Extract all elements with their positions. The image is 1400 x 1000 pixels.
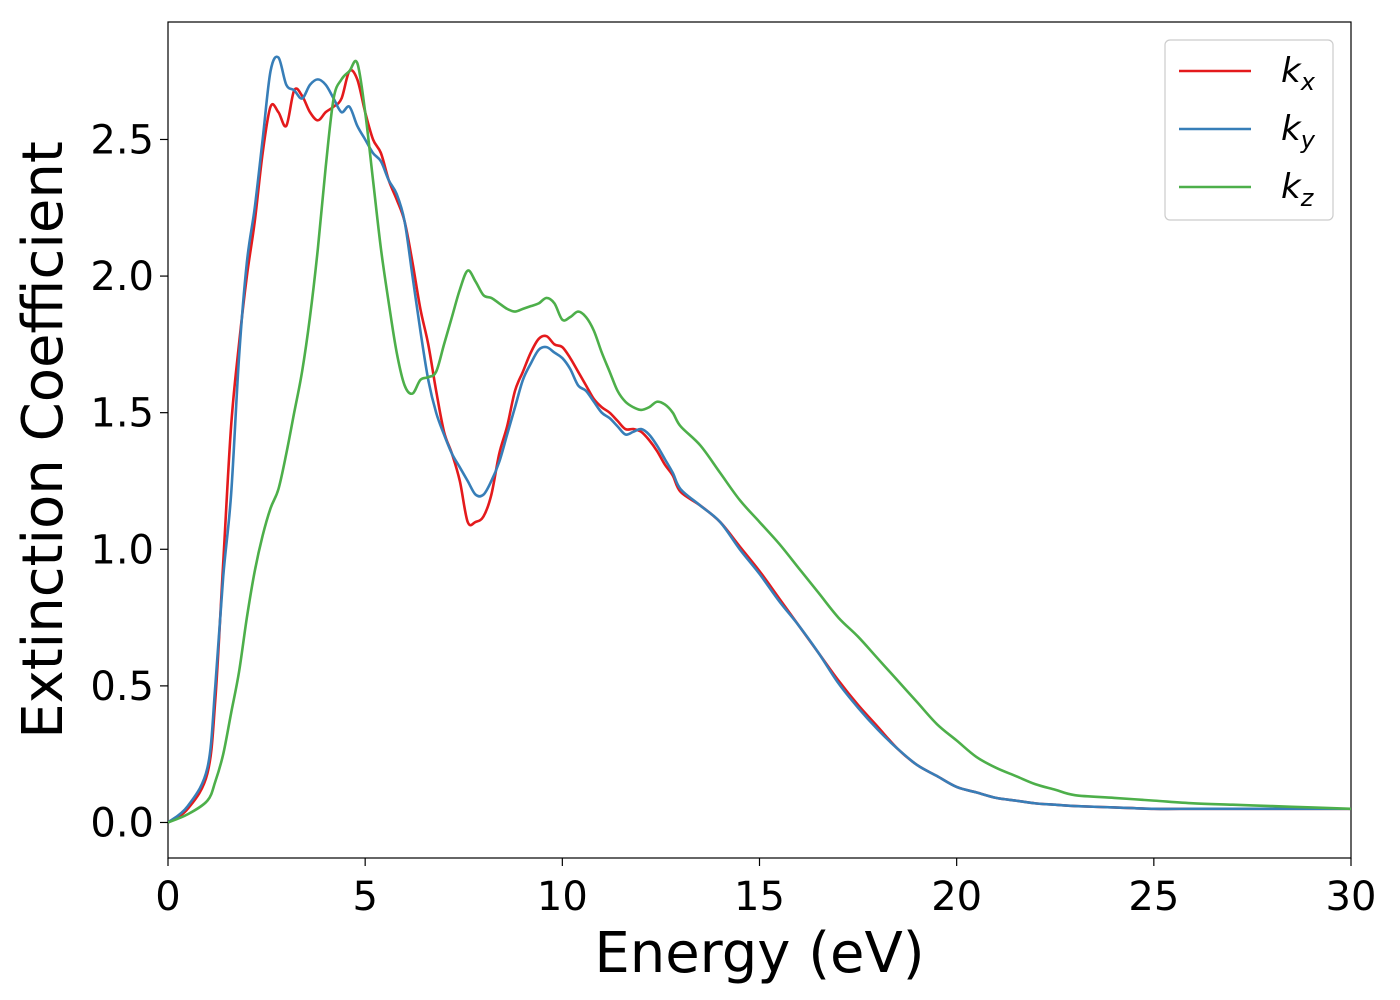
x-tick-label: 30 [1326,874,1377,920]
y-tick-label: 0.5 [90,664,154,710]
y-axis-title: Extinction Coefficient [11,141,76,739]
legend-label-z: kz [1281,167,1315,212]
plot-frame [167,21,1352,859]
y-tick-label: 2.0 [90,254,154,300]
series-line-z [168,59,1351,824]
y-tick-label: 1.0 [90,527,154,573]
axis-layer: 0 5 10 15 20 25 30 0.0 0.5 1.0 1.5 2.0 2.5 [90,117,1376,920]
x-tick-label: 5 [352,874,377,920]
x-tick-label: 10 [537,874,588,920]
legend-label-x: kx [1281,51,1316,96]
x-tick-label: 15 [734,874,785,920]
x-tick-label: 0 [155,874,180,920]
x-tick-label: 20 [931,874,982,920]
y-tick-label: 2.5 [90,117,154,163]
plot-area-border [167,21,1352,859]
series-line-y [168,55,1351,824]
series-layer [168,55,1351,824]
y-tick-label: 1.5 [90,391,154,437]
x-tick-label: 25 [1128,874,1179,920]
legend-label-y: ky [1281,109,1316,154]
y-tick-label: 0.0 [90,800,154,846]
x-axis-title: Energy (eV) [594,921,924,986]
legend: kx ky kz [1164,39,1334,221]
